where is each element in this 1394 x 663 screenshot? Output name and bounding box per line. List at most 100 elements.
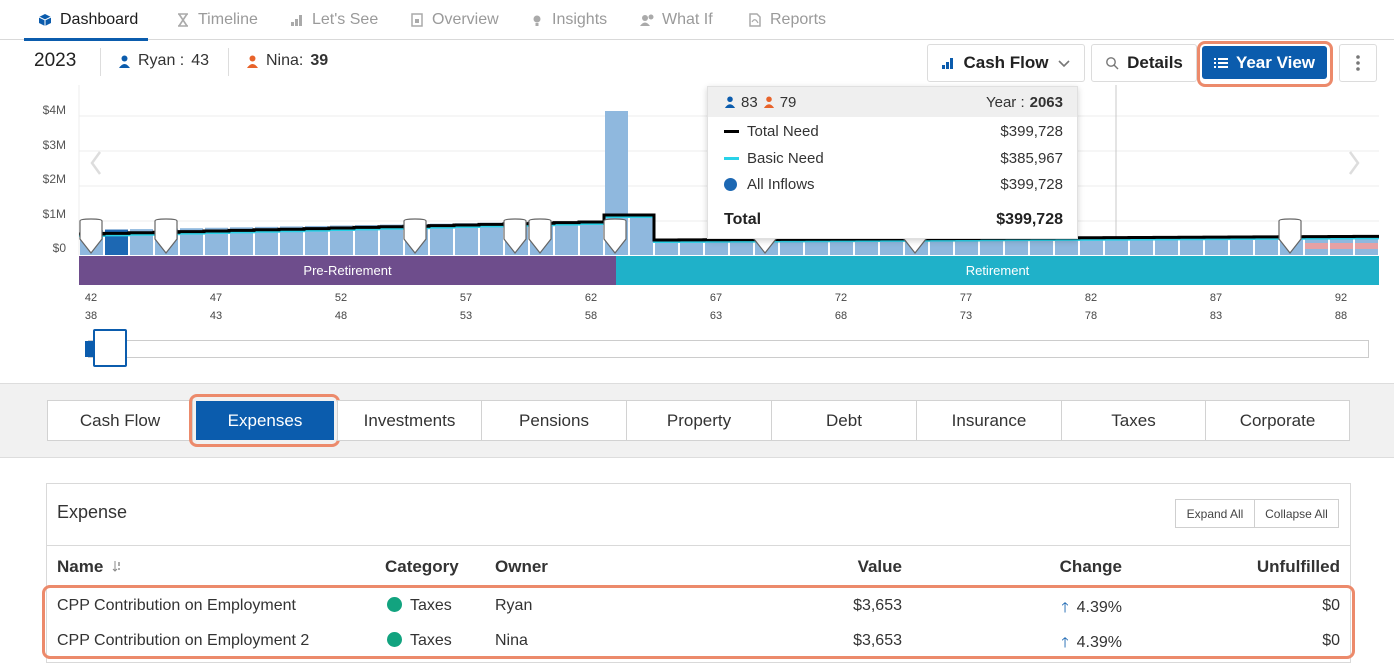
nav-tab-insights[interactable]: Insights xyxy=(530,0,607,40)
details-button[interactable]: Details xyxy=(1091,44,1197,82)
tooltip-header: 83 79 Year : 2063 xyxy=(708,87,1077,117)
nav-tab-label: Timeline xyxy=(198,11,258,28)
expand-all-button[interactable]: Expand All xyxy=(1175,499,1255,528)
column-header-name[interactable]: Name xyxy=(57,557,122,577)
column-header-change[interactable]: Change xyxy=(1059,557,1122,576)
age-label-nina: 48 xyxy=(334,310,348,322)
person-icon xyxy=(763,96,774,108)
cash-flow-bar xyxy=(930,240,953,255)
age-label-nina: 38 xyxy=(84,310,98,322)
event-marker-icon xyxy=(503,218,527,254)
cash-flow-bar xyxy=(655,242,678,255)
tab-debt[interactable]: Debt xyxy=(771,400,917,441)
nav-tab-lets-see[interactable]: Let's See xyxy=(290,0,378,40)
tab-cash-flow[interactable]: Cash Flow xyxy=(47,400,193,441)
year-view-button[interactable]: Year View xyxy=(1202,46,1327,79)
nav-tab-overview[interactable]: Overview xyxy=(410,0,499,40)
cash-flow-bar xyxy=(1255,237,1278,255)
tab-pensions[interactable]: Pensions xyxy=(481,400,627,441)
row-category-label: Taxes xyxy=(410,632,452,649)
tab-taxes[interactable]: Taxes xyxy=(1061,400,1206,441)
nav-tab-label: What If xyxy=(662,11,713,28)
document-icon xyxy=(411,13,423,27)
tooltip-row-label: All Inflows xyxy=(747,176,815,193)
tooltip-age-ryan: 83 xyxy=(741,93,758,111)
tab-investments[interactable]: Investments xyxy=(337,400,482,441)
row-name: CPP Contribution on Employment xyxy=(57,597,296,614)
age-label-ryan: 57 xyxy=(459,292,473,304)
chart-tooltip: 83 79 Year : 2063 Total Need $399,728 Ba… xyxy=(707,86,1078,239)
chart-lines xyxy=(79,213,1379,243)
hourglass-icon xyxy=(178,13,188,27)
cash-flow-bar xyxy=(780,241,803,255)
category-dot-icon xyxy=(387,597,402,612)
nav-tab-reports[interactable]: Reports xyxy=(748,0,826,40)
tooltip-total-value: $399,728 xyxy=(996,211,1063,228)
cash-flow-bar xyxy=(480,222,503,255)
tooltip-row-label: Total Need xyxy=(747,123,819,140)
panel-title: Expense xyxy=(57,502,128,522)
cash-flow-label: Cash Flow xyxy=(963,53,1049,72)
nav-tab-dashboard[interactable]: Dashboard xyxy=(23,0,149,41)
current-year: 2023 xyxy=(34,50,77,71)
cash-flow-bar xyxy=(1155,238,1178,255)
age-label-nina: 63 xyxy=(709,310,723,322)
cash-flow-dropdown[interactable]: Cash Flow xyxy=(927,44,1085,82)
row-change: 🡑 4.39% xyxy=(1002,632,1122,656)
person-age: 43 xyxy=(191,52,210,69)
kebab-menu-icon xyxy=(1356,55,1360,71)
cash-flow-bar xyxy=(1230,237,1253,255)
y-tick-label: $2M xyxy=(42,172,66,186)
cash-flow-bar xyxy=(805,240,828,255)
legend-swatch xyxy=(724,178,737,191)
person-icon xyxy=(119,55,130,68)
age-label-nina: 78 xyxy=(1084,310,1098,322)
nav-tab-label: Insights xyxy=(552,11,608,28)
age-label-ryan: 92 xyxy=(1334,292,1348,304)
tab-corporate[interactable]: Corporate xyxy=(1205,400,1350,441)
chevron-right-icon[interactable] xyxy=(1348,151,1360,175)
row-unfulfilled: $0 xyxy=(1322,597,1340,614)
cash-flow-bar xyxy=(705,241,728,255)
person-icon xyxy=(724,96,736,108)
cash-flow-bar xyxy=(555,221,578,255)
more-options-button[interactable] xyxy=(1339,44,1377,82)
collapse-all-button[interactable]: Collapse All xyxy=(1254,499,1339,528)
age-label-nina: 73 xyxy=(959,310,973,322)
person-ryan: Ryan : 43 xyxy=(118,52,209,70)
tab-expenses[interactable]: Expenses xyxy=(196,401,334,440)
tab-property[interactable]: Property xyxy=(626,400,772,441)
nav-tab-timeline[interactable]: Timeline xyxy=(176,0,258,40)
chevron-left-icon[interactable] xyxy=(90,151,102,175)
timeline-slider-handle[interactable] xyxy=(93,329,127,367)
column-header-value[interactable]: Value xyxy=(857,557,902,576)
age-label-ryan: 47 xyxy=(209,292,223,304)
y-tick-label: $1M xyxy=(42,207,66,221)
tooltip-age-nina: 79 xyxy=(779,93,797,111)
age-label-ryan: 72 xyxy=(834,292,848,304)
column-header-unfulfilled[interactable]: Unfulfilled xyxy=(1256,557,1340,576)
tooltip-row-value: $399,728 xyxy=(1000,123,1063,140)
nav-tab-what-if[interactable]: What If xyxy=(640,0,713,40)
age-label-ryan: 87 xyxy=(1209,292,1223,304)
header-divider xyxy=(46,545,1351,546)
legend-swatch xyxy=(724,130,739,133)
timeline-slider-track[interactable] xyxy=(88,340,1369,358)
tooltip-total-label: Total xyxy=(724,211,762,228)
column-header-category[interactable]: Category xyxy=(385,557,459,576)
event-marker-icon xyxy=(79,218,103,254)
divider xyxy=(228,48,229,76)
chevron-down-icon xyxy=(1057,60,1070,68)
category-dot-icon xyxy=(387,632,402,647)
row-change-label: 4.39% xyxy=(1076,599,1122,616)
event-marker-icon xyxy=(403,218,427,254)
row-value: $3,653 xyxy=(853,632,902,649)
age-label-ryan: 67 xyxy=(709,292,723,304)
column-header-owner[interactable]: Owner xyxy=(495,557,548,576)
cash-flow-bar xyxy=(280,226,303,255)
nav-tab-label: Reports xyxy=(770,11,827,28)
column-header-label: Name xyxy=(57,557,104,576)
list-icon xyxy=(1213,57,1228,68)
people-question-icon xyxy=(640,14,654,26)
tab-insurance[interactable]: Insurance xyxy=(916,400,1062,441)
